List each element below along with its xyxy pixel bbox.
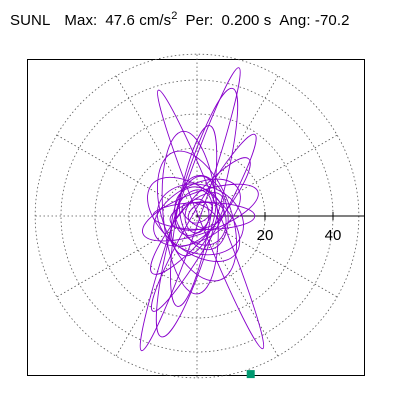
period-label: Per: (185, 12, 214, 29)
trace-loop-4 (170, 125, 218, 307)
grid-spoke-11 (196, 215, 338, 298)
grid-spoke-10 (196, 215, 279, 357)
plot-frame (27, 59, 365, 376)
x-axis: 20 40 (197, 212, 365, 244)
trace-loop-0 (139, 67, 241, 352)
trace-loop-19 (181, 202, 220, 230)
max-value: 47.6 (105, 12, 135, 29)
max-unit: cm/s (139, 12, 172, 29)
end-marker-layer (246, 370, 255, 379)
trace-loop-8 (142, 183, 259, 242)
trace-end-marker (246, 370, 255, 379)
trace-loop-21 (187, 201, 214, 224)
angle-label: Ang: (279, 12, 311, 29)
trace-loop-5 (161, 130, 219, 295)
grid-spoke-4 (115, 75, 198, 217)
trace-loop-18 (174, 189, 213, 236)
max-label: Max: (64, 12, 98, 29)
x-tick-label-0: 20 (257, 227, 274, 244)
trace-loop-13 (170, 175, 217, 257)
grid-spoke-7 (56, 215, 198, 298)
trace-loop-14 (179, 175, 229, 251)
plot-title: SUNL Max: 47.6 cm/s2 Per: 0.200 s Ang: -70.2 (10, 10, 350, 30)
grid-spoke-1 (196, 134, 338, 217)
trace-loop-12 (156, 183, 244, 256)
grid-spoke-5 (56, 134, 198, 217)
station-code: SUNL (10, 12, 51, 29)
grid-spoke-2 (196, 75, 279, 217)
motion-trace (139, 67, 265, 352)
angle-value: -70.2 (314, 12, 350, 29)
trace-loop-16 (174, 186, 227, 246)
x-tick-label-1: 40 (325, 227, 342, 244)
period-value: 0.200 s (221, 12, 272, 29)
trace-loop-1 (157, 89, 265, 350)
trace-loop-15 (169, 192, 225, 247)
grid-spoke-8 (115, 215, 198, 357)
